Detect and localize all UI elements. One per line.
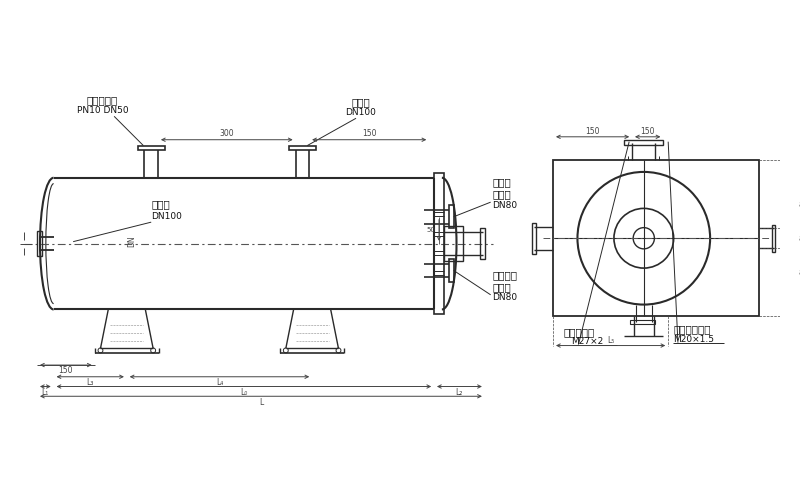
Bar bbox=[138, 146, 165, 150]
Text: 出水管: 出水管 bbox=[351, 97, 370, 107]
Text: a₃: a₃ bbox=[799, 268, 800, 277]
Bar bbox=[553, 160, 759, 316]
Text: L₃: L₃ bbox=[86, 378, 94, 387]
Text: 进水管: 进水管 bbox=[151, 199, 170, 210]
Text: 300: 300 bbox=[219, 129, 234, 138]
Text: 150: 150 bbox=[58, 367, 73, 375]
Bar bbox=[449, 259, 454, 282]
Bar bbox=[771, 225, 775, 252]
Text: PN10 DN50: PN10 DN50 bbox=[77, 106, 128, 115]
Bar bbox=[37, 231, 42, 256]
Bar bbox=[444, 226, 463, 261]
Text: 150: 150 bbox=[362, 129, 377, 138]
Text: L: L bbox=[259, 398, 263, 407]
Text: 蒸汽管: 蒸汽管 bbox=[493, 178, 511, 187]
Text: 冷凝水管: 冷凝水管 bbox=[493, 270, 518, 280]
Text: 回水管: 回水管 bbox=[493, 282, 511, 292]
Text: M20×1.5: M20×1.5 bbox=[673, 335, 714, 344]
Text: 150: 150 bbox=[586, 127, 600, 136]
Text: 50: 50 bbox=[426, 227, 435, 233]
Text: DN100: DN100 bbox=[346, 108, 376, 117]
Text: 热水管: 热水管 bbox=[493, 189, 511, 199]
Text: DN80: DN80 bbox=[493, 293, 518, 302]
Bar bbox=[449, 205, 454, 229]
Bar bbox=[532, 223, 537, 254]
Bar bbox=[624, 140, 663, 145]
Text: L₄: L₄ bbox=[216, 378, 223, 387]
Text: 压力表管接头: 压力表管接头 bbox=[673, 324, 710, 334]
Text: a₂: a₂ bbox=[799, 234, 800, 243]
Text: 温度计接头: 温度计接头 bbox=[564, 327, 595, 337]
Text: L₅: L₅ bbox=[607, 336, 614, 345]
Text: L₁: L₁ bbox=[42, 388, 49, 397]
Text: DN80: DN80 bbox=[493, 200, 518, 210]
Text: L₀: L₀ bbox=[240, 388, 247, 397]
Bar bbox=[434, 173, 444, 314]
Text: 安全阀接管: 安全阀接管 bbox=[86, 95, 118, 105]
Bar bbox=[630, 320, 655, 324]
Text: DN: DN bbox=[127, 236, 136, 248]
Bar bbox=[480, 228, 485, 259]
Text: M27×2: M27×2 bbox=[572, 337, 604, 346]
Text: a₁: a₁ bbox=[799, 199, 800, 209]
Text: L₂: L₂ bbox=[456, 388, 463, 397]
Bar bbox=[289, 146, 316, 150]
Text: 150: 150 bbox=[641, 127, 655, 136]
Text: DN100: DN100 bbox=[151, 212, 182, 221]
